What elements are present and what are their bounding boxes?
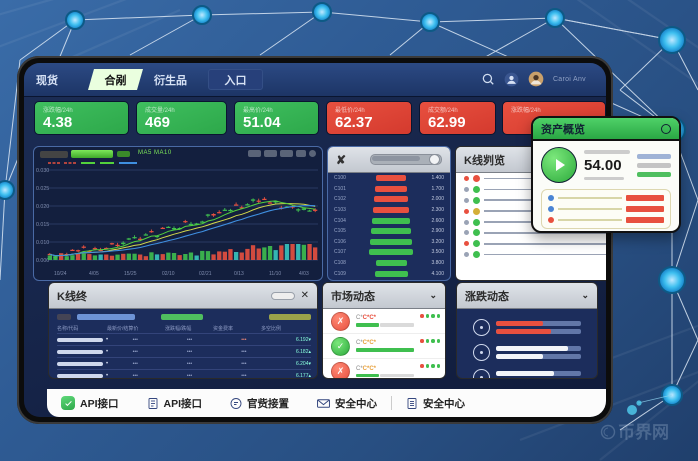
svg-text:0.010: 0.010 — [36, 240, 49, 246]
svg-text:0.020: 0.020 — [36, 204, 49, 210]
svg-text:0.030: 0.030 — [36, 168, 49, 174]
svg-text:0.000: 0.000 — [36, 258, 49, 264]
svg-text:币界网: 币界网 — [618, 423, 669, 442]
svg-text:02/10: 02/10 — [162, 271, 175, 277]
svg-text:10/24: 10/24 — [54, 271, 67, 277]
svg-text:0.015: 0.015 — [36, 222, 49, 228]
svg-text:0.025: 0.025 — [36, 186, 49, 192]
svg-text:4/03: 4/03 — [299, 271, 309, 277]
svg-text:02/21: 02/21 — [199, 271, 212, 277]
svg-text:11/10: 11/10 — [269, 271, 281, 277]
svg-text:0/13: 0/13 — [234, 271, 244, 277]
svg-text:15/25: 15/25 — [124, 271, 137, 277]
svg-text:4/05: 4/05 — [89, 271, 99, 277]
